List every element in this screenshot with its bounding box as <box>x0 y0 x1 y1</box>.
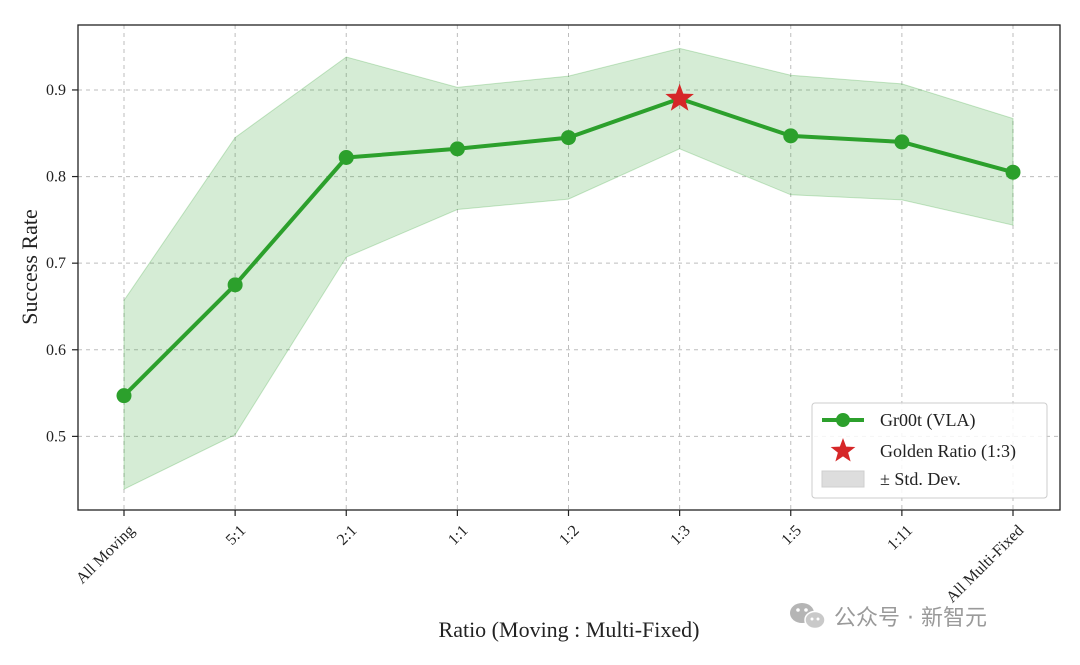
y-tick-label: 0.8 <box>46 169 66 186</box>
data-point <box>894 134 910 150</box>
data-point <box>783 128 799 144</box>
axes-frame <box>72 24 1061 516</box>
legend-label-series: Gr00t (VLA) <box>880 410 975 431</box>
wechat-icon <box>790 603 826 630</box>
legend-marker-swatch <box>836 413 850 427</box>
y-tick-label: 0.7 <box>46 255 66 272</box>
x-axis-label: Ratio (Moving : Multi-Fixed) <box>439 617 700 642</box>
y-tick-label: 0.6 <box>46 342 66 359</box>
y-tick-label: 0.5 <box>46 428 66 445</box>
data-point <box>1005 164 1021 180</box>
legend-label-std-dev: ± Std. Dev. <box>880 469 961 489</box>
data-point <box>561 130 576 146</box>
data-point <box>116 388 132 404</box>
data-point <box>227 277 243 293</box>
data-point <box>338 150 354 166</box>
watermark-text: 公众号 · 新智元 <box>834 606 987 631</box>
y-tick-label: 0.9 <box>46 82 66 99</box>
golden-ratio-star-marker <box>665 83 694 111</box>
data-point-group <box>116 83 1021 404</box>
watermark: 公众号 · 新智元 <box>790 603 987 631</box>
grid-lines <box>78 25 1060 510</box>
legend: Gr00t (VLA) Golden Ratio (1:3) ± Std. De… <box>811 402 1048 499</box>
legend-band-swatch <box>821 470 865 488</box>
y-tick-labels: 0.5 0.6 0.7 0.8 0.9 <box>46 82 66 445</box>
legend-frame <box>811 402 1048 499</box>
y-axis-label: Success Rate <box>17 209 42 324</box>
legend-label-golden-ratio: Golden Ratio (1:3) <box>880 441 1016 462</box>
legend-star-icon <box>830 438 856 462</box>
data-point <box>449 141 465 157</box>
